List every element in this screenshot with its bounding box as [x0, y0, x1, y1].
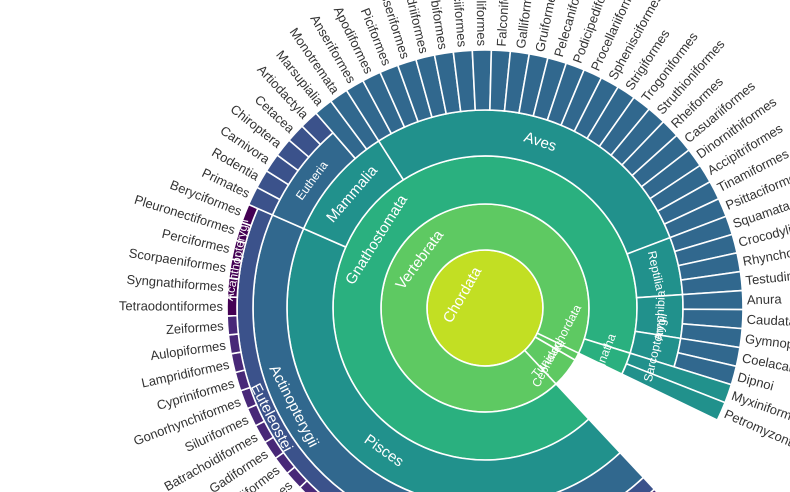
segment-elasmobranchii: [624, 476, 656, 492]
label-falconiformes: Falconiformes: [494, 0, 514, 47]
label-amphibia: Amphibia: [652, 290, 668, 341]
segment-zeiformes: [226, 314, 240, 336]
label-tetraodontiformes: Tetraodontiformes: [119, 298, 224, 314]
segment-ceratodontiformes: [650, 488, 659, 492]
label-syngnathiformes: Syngnathiformes: [126, 272, 225, 295]
label-coraciiformes: Coraciiformes: [448, 0, 470, 48]
segment-cuculiformes: [471, 49, 493, 112]
sunburst-segments: [226, 49, 744, 492]
segment-anura: [681, 289, 744, 311]
segment-aulopiformes: [227, 333, 242, 355]
label-testudines: Testudines: [745, 267, 790, 288]
label-zeiformes: Zeiformes: [165, 318, 224, 337]
label-cuculiformes: Cuculiformes: [473, 0, 489, 47]
label-caudata: Caudata: [746, 312, 790, 329]
segment-cephalochordata: [534, 332, 580, 362]
segment-petromyzontiformes: [620, 362, 727, 422]
label-anura: Anura: [747, 291, 783, 307]
segment-chondrichthyes: [555, 451, 645, 492]
